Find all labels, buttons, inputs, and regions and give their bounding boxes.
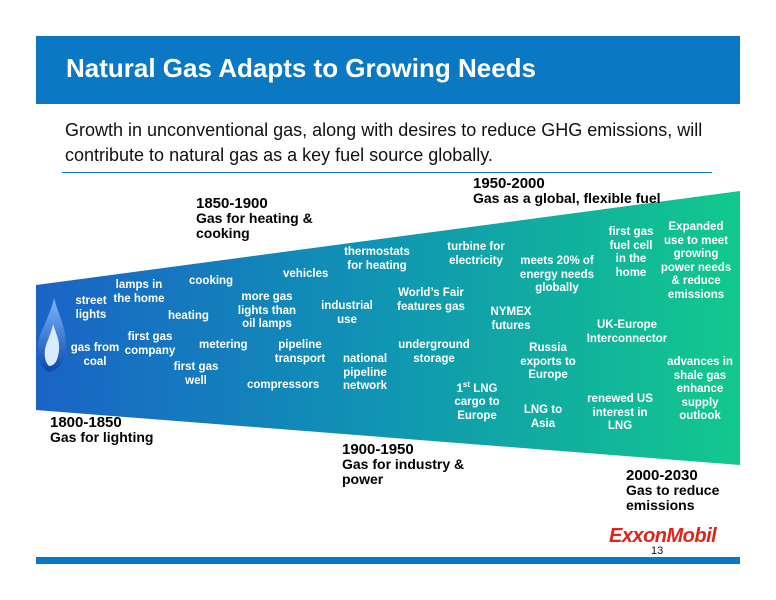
milestone-renewed-us: renewed US interest in LNG: [587, 393, 653, 432]
milestone-advances-shale: advances in shale gas enhance supply out…: [667, 356, 733, 422]
era-description: Gas for lighting: [50, 429, 154, 445]
era-description: Gas to reduce emissions: [626, 482, 720, 513]
milestone-metering: metering: [199, 339, 248, 351]
era-description: Gas for heating & cooking: [196, 210, 313, 241]
era-years: 2000-2030: [626, 467, 698, 484]
milestone-expanded-use: Expanded use to meet growing power needs…: [660, 221, 732, 301]
page-number: 13: [651, 545, 664, 557]
milestone-cooking: cooking: [189, 275, 234, 287]
divider-line: [62, 172, 712, 173]
milestone-pipeline-transport: pipeline transport: [274, 339, 326, 365]
era-years: 1800-1850: [50, 414, 122, 431]
milestone-national-pipeline: national pipeline network: [342, 353, 388, 392]
first-lng-text: LNG cargo to Europe: [454, 382, 500, 422]
first-lng-number: 1: [456, 382, 463, 395]
milestone-thermostats: thermostats for heating: [344, 246, 410, 272]
exxonmobil-logo: ExxonMobil: [609, 525, 717, 547]
milestone-more-gas-lights: more gas lights than oil lamps: [237, 291, 297, 330]
era-1850-1900: 1850-1900 Gas for heating & cooking: [196, 196, 326, 241]
milestone-first-gas-well: first gas well: [173, 361, 219, 387]
milestone-meets-20: meets 20% of energy needs globally: [519, 255, 595, 294]
era-years: 1850-1900: [196, 195, 268, 212]
milestone-heating: heating: [168, 310, 209, 322]
era-1950-2000: 1950-2000 Gas as a global, flexible fuel: [473, 176, 663, 206]
era-description: Gas for industry & power: [342, 456, 465, 487]
slide-title: Natural Gas Adapts to Growing Needs: [66, 53, 537, 83]
era-years: 1950-2000: [473, 175, 545, 192]
milestone-uk-europe: UK-Europe Interconnector: [586, 319, 668, 345]
milestone-compressors: compressors: [247, 379, 320, 391]
milestone-turbine: turbine for electricity: [447, 241, 505, 267]
header-bar: Natural Gas Adapts to Growing Needs: [36, 36, 740, 104]
milestone-lng-to-asia: LNG to Asia: [523, 404, 563, 430]
milestone-street-lights: street lights: [75, 295, 107, 321]
milestone-first-gas-company: first gas company: [124, 331, 176, 357]
milestone-nymex: NYMEX futures: [490, 306, 532, 332]
milestone-worlds-fair: World’s Fair features gas: [397, 287, 465, 313]
era-1800-1850: 1800-1850 Gas for lighting: [50, 415, 153, 445]
era-2000-2030: 2000-2030 Gas to reduce emissions: [626, 468, 736, 513]
footer-bar: [36, 557, 740, 564]
era-description: Gas as a global, flexible fuel: [473, 190, 661, 206]
milestone-russia-exports: Russia exports to Europe: [520, 342, 576, 381]
era-1900-1950: 1900-1950 Gas for industry & power: [342, 442, 472, 487]
milestone-underground-storage: underground storage: [398, 339, 470, 365]
milestone-gas-from-coal: gas from coal: [70, 342, 120, 368]
first-lng-suffix: st: [462, 380, 471, 389]
slide-subtitle: Growth in unconventional gas, along with…: [65, 120, 703, 165]
milestone-first-lng: 1st LNG cargo to Europe: [448, 378, 506, 423]
milestone-vehicles: vehicles: [283, 268, 329, 280]
milestone-industrial-use: industrial use: [321, 300, 373, 326]
milestone-first-gas-fuel-cell: first gas fuel cell in the home: [608, 226, 654, 279]
flame-icon: [37, 298, 66, 372]
era-years: 1900-1950: [342, 441, 414, 458]
milestone-lamps-in-home: lamps in the home: [113, 279, 165, 305]
